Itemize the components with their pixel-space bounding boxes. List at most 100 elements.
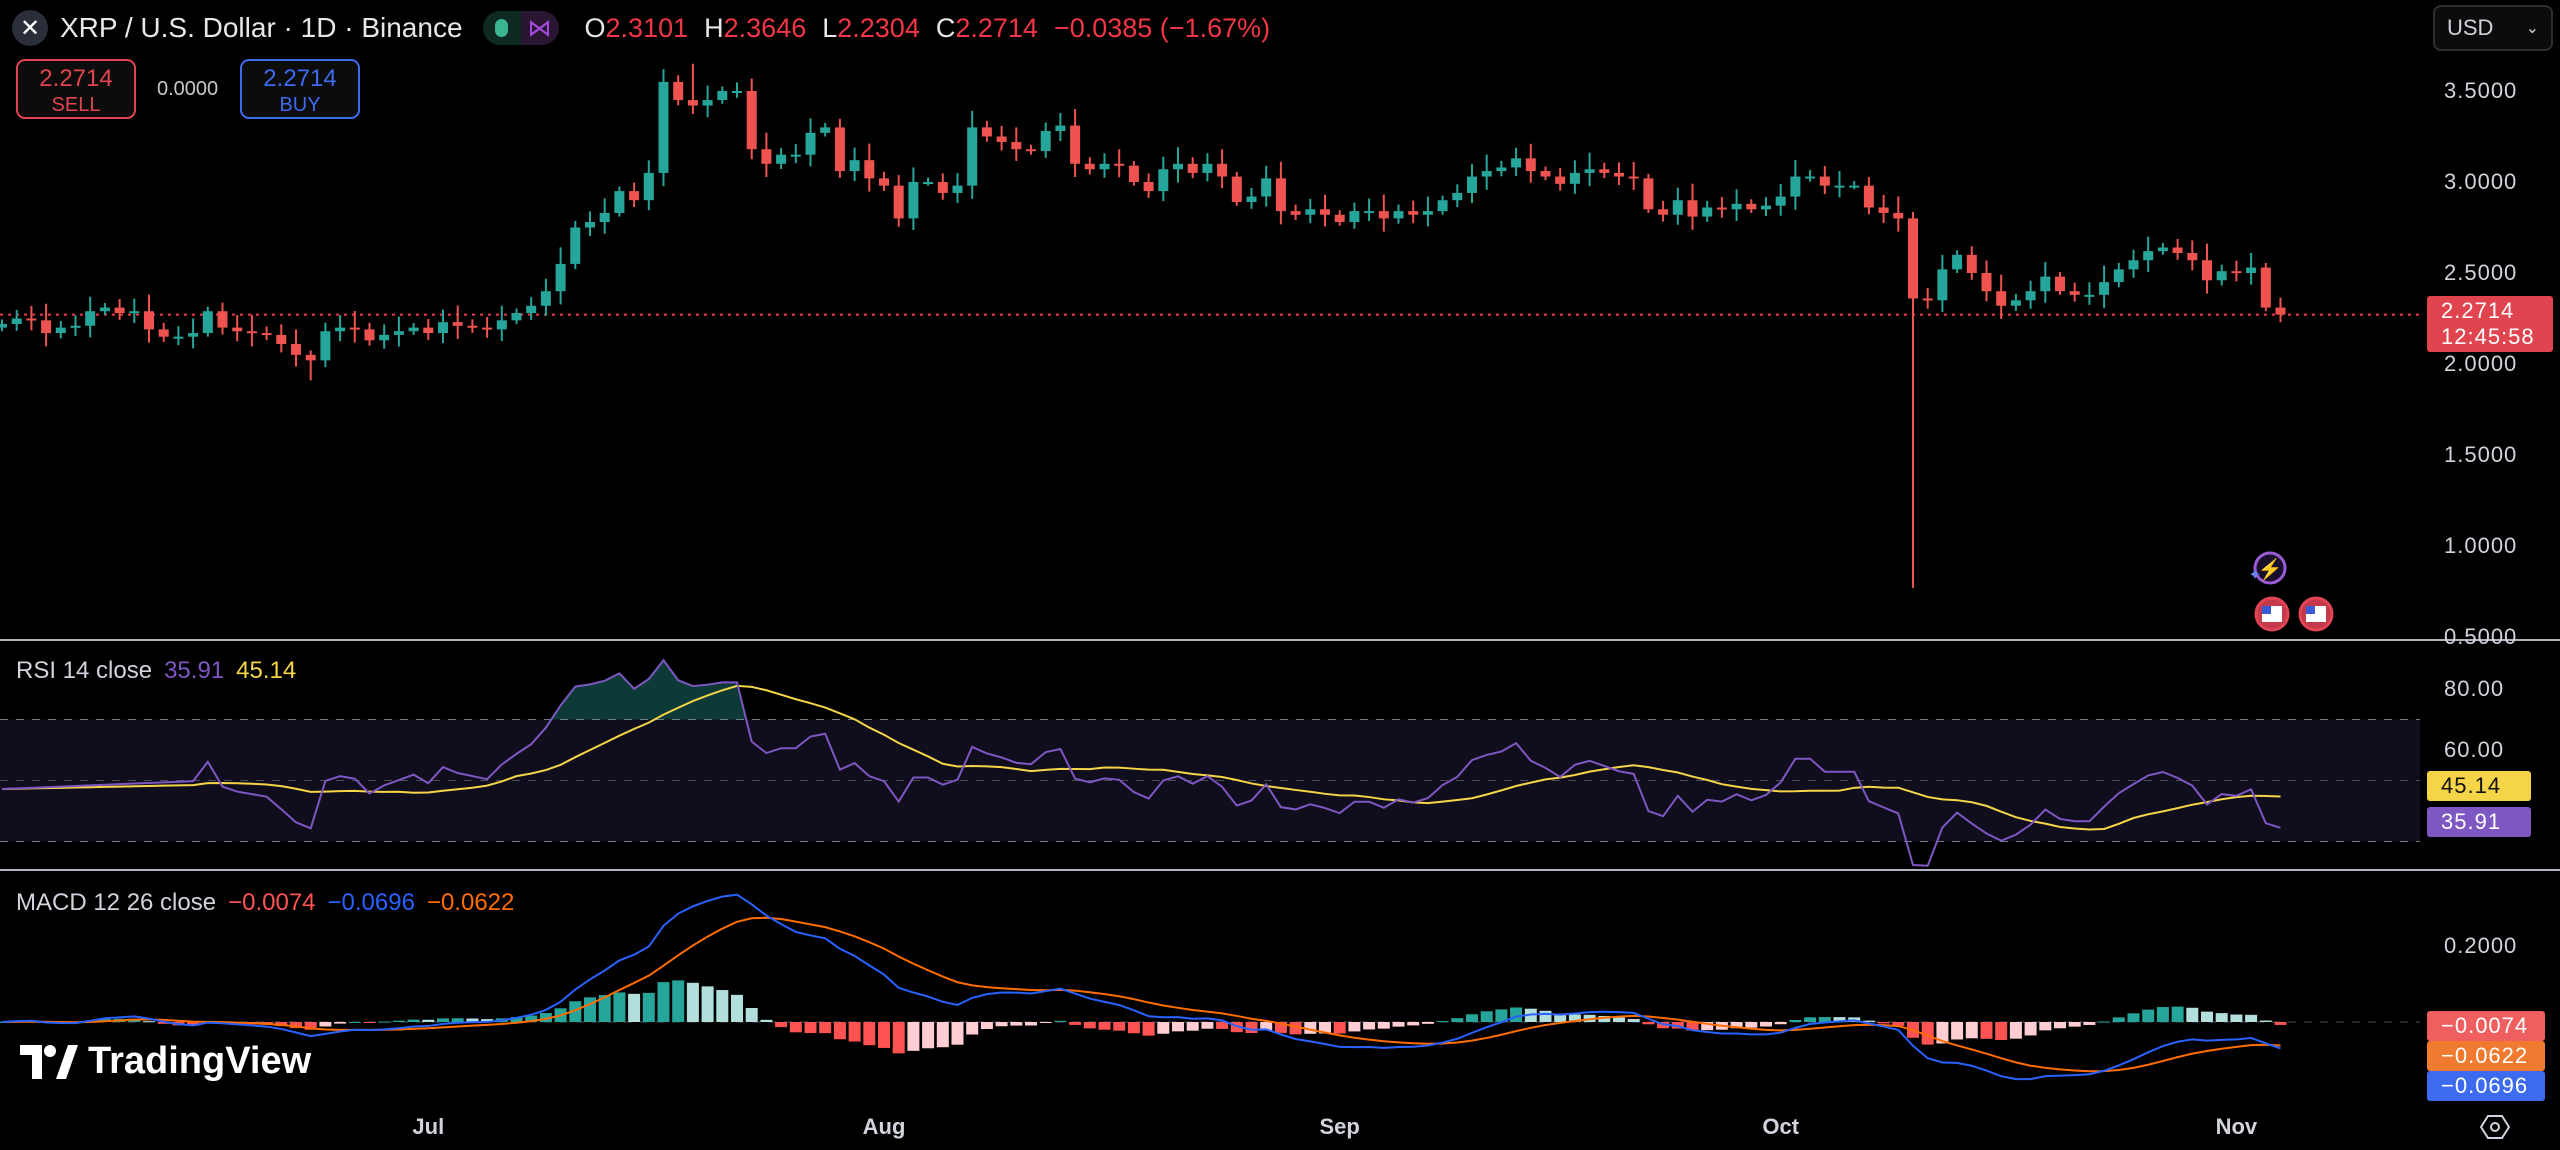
macd-histogram-bar [804, 1022, 817, 1034]
macd-histogram-bar [1510, 1007, 1523, 1022]
price-axis-label: 3.0000 [2444, 169, 2518, 194]
candle-body [1187, 163, 1198, 173]
macd-histogram-bar [2201, 1011, 2213, 1022]
time-axis-label: Aug [862, 1114, 906, 1139]
candle-body [1437, 200, 1448, 212]
market-status-badge[interactable]: ⋈ [482, 11, 559, 45]
symbol-title[interactable]: XRP / U.S. Dollar · 1D · Binance [60, 12, 463, 43]
lightning-event-icon[interactable] [2253, 551, 2287, 585]
macd-histogram-bar [1862, 1020, 1875, 1022]
candle-body [776, 154, 787, 164]
macd-histogram-bar [1789, 1019, 1802, 1022]
macd-histogram-bar [1363, 1022, 1376, 1030]
candle-body [1231, 176, 1242, 203]
macd-histogram-bar [1539, 1010, 1552, 1022]
flag-glyph [2262, 606, 2271, 614]
candle-body [496, 320, 507, 330]
candle-body [1643, 178, 1654, 210]
macd-histogram-bar [936, 1022, 949, 1048]
macd-histogram-bar [1186, 1022, 1199, 1031]
macd-histogram-bar [1730, 1022, 1743, 1029]
macd-legend[interactable]: MACD 12 26 close −0.0074 −0.0696 −0.0622 [16, 889, 514, 917]
macd-histogram-bar [672, 980, 685, 1022]
chevron-down-icon: ⌄ [2525, 20, 2539, 37]
high-value: 2.3646 [723, 12, 807, 43]
macd-histogram-bar [878, 1022, 890, 1048]
price-axis-label: 2.5000 [2444, 260, 2518, 285]
candle-body [1746, 203, 1757, 210]
macd-histogram-bar [686, 982, 699, 1022]
buy-price: 2.2714 [263, 65, 337, 92]
macd-histogram-bar [1921, 1022, 1934, 1045]
candle-body [526, 305, 537, 314]
rsi-legend[interactable]: RSI 14 close 35.91 45.14 [16, 657, 296, 685]
macd-histogram-bar [1686, 1022, 1699, 1031]
macd-histogram-bar [892, 1022, 905, 1054]
candle-body [2040, 276, 2051, 292]
network-icon: ⋈ [520, 11, 559, 45]
buy-button[interactable]: 2.2714 BUY [240, 59, 360, 119]
spread-value: 0.0000 [157, 78, 219, 100]
candle-body [658, 81, 669, 173]
open-value: 2.3101 [605, 12, 689, 43]
candle-body [599, 212, 610, 223]
flag-glyph [2306, 606, 2315, 614]
tradingview-logo[interactable]: TradingView [20, 1040, 311, 1083]
candle-body [1099, 163, 1110, 170]
macd-histogram-bar [1568, 1014, 1581, 1022]
macd-histogram-bar [143, 1021, 155, 1023]
candle-body [1334, 214, 1345, 223]
candle-body [687, 100, 698, 106]
settings-gear-icon[interactable] [2480, 1112, 2510, 1142]
candle-body [1908, 218, 1918, 299]
macd-histogram-bar [407, 1019, 420, 1022]
open-label: O [584, 12, 606, 43]
sell-price: 2.2714 [39, 65, 113, 92]
candle-body [585, 222, 595, 228]
rsi-ma-tag: 45.14 [2427, 771, 2531, 801]
macd-histogram-bar [980, 1022, 993, 1030]
event-markers[interactable]: ⚡ ✦ [2248, 551, 2334, 632]
candle-body [761, 149, 772, 164]
macd-histogram-bar [2259, 1020, 2272, 1022]
candle-body [2275, 307, 2286, 315]
currency-select[interactable]: USD ⌄ [2433, 5, 2553, 51]
macd-histogram-bar [642, 992, 655, 1022]
candle-body [1422, 211, 1433, 215]
candle-body [1393, 211, 1404, 219]
macd-histogram-bar [2215, 1013, 2228, 1022]
candle-body [1040, 131, 1051, 152]
candle-body [1320, 209, 1330, 215]
macd-histogram-bar [760, 1019, 773, 1022]
candle-body [423, 327, 434, 334]
macd-histogram-bar [2024, 1022, 2037, 1036]
macd-histogram-bar [848, 1022, 861, 1042]
candle-body [1114, 163, 1125, 166]
lightning-glyph: ⚡ [2258, 557, 2283, 581]
sparkle-icon: ✦ [2248, 567, 2261, 584]
candle-body [26, 318, 37, 321]
candle-body [1158, 169, 1169, 192]
candle-body [1849, 185, 1860, 188]
candle-body [1996, 291, 2007, 306]
macd-hist-tag: −0.0074 [2427, 1011, 2545, 1041]
macd-histogram-bar [2127, 1013, 2140, 1022]
macd-histogram-bar [731, 994, 743, 1022]
candles [0, 63, 2286, 588]
candle-body [1173, 163, 1183, 170]
candle-body [202, 311, 213, 334]
current-price-tag: 2.2714 12:45:58 [2427, 296, 2553, 352]
candle-body [0, 323, 7, 328]
macd-histogram-bar [863, 1022, 876, 1046]
candle-body [1026, 149, 1036, 152]
macd-signal-value: −0.0622 [426, 889, 515, 916]
candle-body [1128, 165, 1139, 182]
sell-button[interactable]: 2.2714 SELL [16, 59, 136, 119]
rsi-title: RSI 14 close [16, 657, 153, 684]
macd-histogram-bar [2245, 1014, 2258, 1022]
macd-histogram-bar [525, 1015, 538, 1022]
candle-body [1952, 254, 1963, 270]
candle-body [1893, 212, 1904, 219]
close-value: 2.2714 [955, 12, 1038, 43]
